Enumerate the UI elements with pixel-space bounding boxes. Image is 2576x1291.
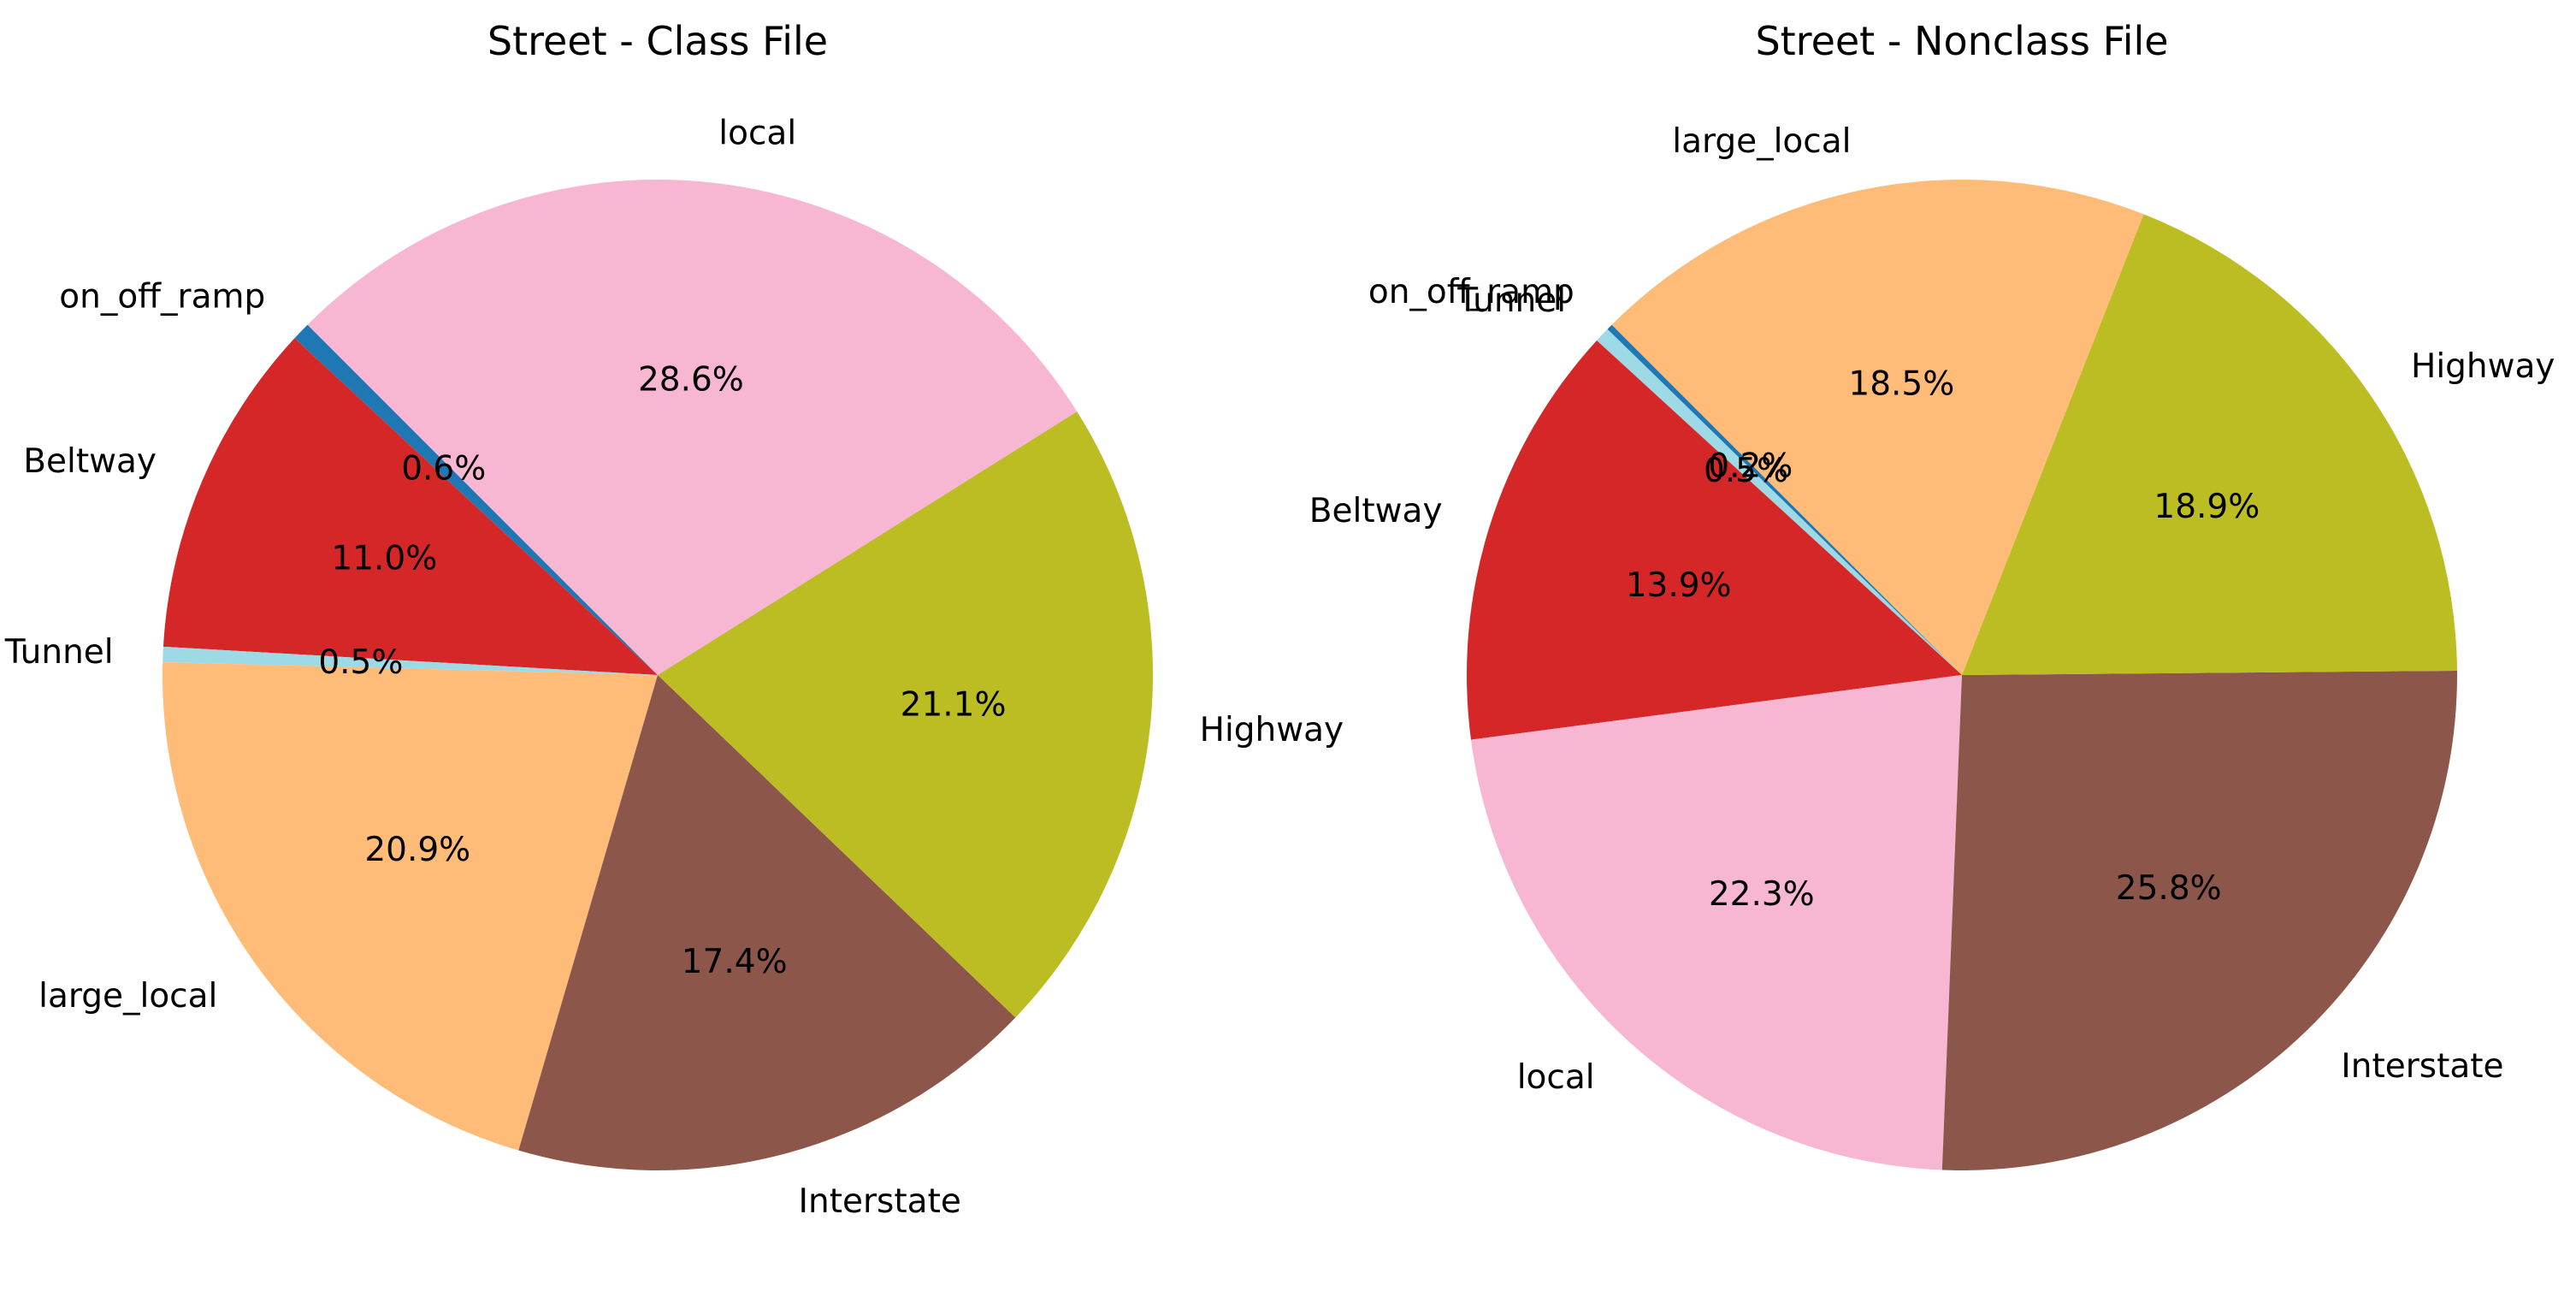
pie-slice-large-local bbox=[1611, 180, 2144, 676]
percent-label-beltway: 11.0% bbox=[331, 539, 437, 577]
percent-labels-nonclass-file: 0.2%0.5% 13.9% 22.3% 25.8% 18.9% 18.5% bbox=[1626, 364, 2260, 914]
pie-chart-nonclass-file: Street - Nonclass File on_off_rampTunnel… bbox=[1309, 18, 2555, 1171]
percent-label-highway: 21.1% bbox=[901, 686, 1007, 725]
pie-slice-large-local bbox=[162, 662, 659, 1151]
percent-label-interstate: 17.4% bbox=[682, 943, 788, 981]
chart-title-class-file: Street - Class File bbox=[487, 18, 828, 64]
percent-label-tunnel: 0.5% bbox=[318, 643, 403, 682]
pie-slice-interstate bbox=[518, 675, 1016, 1170]
percent-label-large-local: 18.5% bbox=[1848, 364, 1954, 403]
pie-chart-class-file: Street - Class File on_off_ramp Beltway Tu… bbox=[4, 18, 1344, 1221]
slice-label-tunnel: Tunnel bbox=[1456, 281, 1566, 320]
pie-slice-tunnel bbox=[162, 646, 658, 675]
slice-label-beltway: Beltway bbox=[23, 442, 157, 481]
percent-label-interstate: 25.8% bbox=[2116, 869, 2222, 908]
slice-label-on-off-ramp: on_off_ramp bbox=[59, 278, 265, 317]
percent-label-large-local: 20.9% bbox=[364, 831, 470, 869]
percent-label-beltway: 13.9% bbox=[1626, 566, 1732, 605]
pie-slice-beltway bbox=[1466, 340, 1962, 740]
pie-slice-local bbox=[307, 180, 1078, 675]
slice-label-large-local: large_local bbox=[38, 977, 217, 1016]
percent-label-local: 22.3% bbox=[1709, 875, 1815, 914]
pie-slice-local bbox=[1470, 675, 1962, 1170]
pie-slices-class-file bbox=[162, 180, 1153, 1170]
slice-label-tunnel: Tunnel bbox=[4, 633, 114, 672]
pie-slice-highway bbox=[658, 411, 1153, 1018]
pie-slice-interstate bbox=[1941, 671, 2458, 1171]
slice-label-on-off-ramp: on_off_ramp bbox=[1368, 273, 1575, 311]
pie-slice-on-off-ramp bbox=[294, 324, 658, 675]
slice-label-local: local bbox=[718, 115, 796, 153]
chart-title-nonclass-file: Street - Nonclass File bbox=[1755, 18, 2168, 64]
percent-label-tunnel: 0.5% bbox=[1704, 452, 1788, 490]
pie-slice-highway bbox=[1962, 214, 2457, 675]
slice-labels-class-file: on_off_ramp Beltway Tunnel large_local Inter… bbox=[4, 115, 1344, 1221]
slice-label-interstate: Interstate bbox=[799, 1182, 961, 1221]
pie-slice-beltway bbox=[162, 338, 658, 675]
slice-label-large-local: large_local bbox=[1672, 122, 1851, 161]
slice-label-local: local bbox=[1517, 1058, 1595, 1097]
pie-slices-nonclass-file bbox=[1466, 180, 2458, 1171]
slice-label-highway: Highway bbox=[1200, 711, 1344, 749]
slice-label-highway: Highway bbox=[2411, 347, 2555, 386]
percent-label-on-off-ramp: 0.6% bbox=[401, 450, 486, 489]
percent-label-highway: 18.9% bbox=[2154, 488, 2260, 526]
slice-label-interstate: Interstate bbox=[2341, 1047, 2503, 1086]
pie-slice-tunnel bbox=[1597, 329, 1962, 675]
slice-label-beltway: Beltway bbox=[1309, 492, 1443, 530]
percent-labels-class-file: 0.6% 11.0% 0.5% 20.9% 17.4% 21.1% 28.6% bbox=[318, 360, 1006, 981]
pie-slice-on-off-ramp bbox=[1607, 324, 1962, 675]
percent-label-local: 28.6% bbox=[638, 360, 744, 399]
percent-label-on-off-ramp: 0.2% bbox=[1708, 447, 1793, 485]
